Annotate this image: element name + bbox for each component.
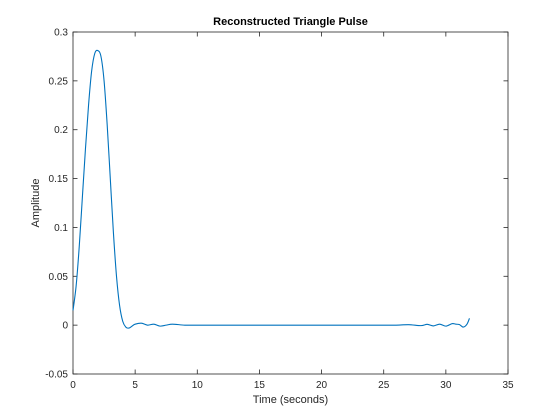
plot-frame <box>72 31 509 375</box>
x-tick-label: 15 <box>254 380 266 391</box>
chart-title: Reconstructed Triangle Pulse <box>213 16 368 28</box>
y-tick-label: 0.25 <box>49 76 69 87</box>
y-tick-label: -0.05 <box>45 370 68 381</box>
x-tick-label: 10 <box>192 380 204 391</box>
series-line <box>72 49 470 329</box>
x-tick-label: 25 <box>378 380 390 391</box>
x-axis-label: Time (seconds) <box>253 394 328 406</box>
y-tick-label: 0.3 <box>54 28 68 39</box>
y-tick-label: 0 <box>62 321 68 332</box>
y-axis-label: Amplitude <box>30 179 42 228</box>
x-tick-label: 0 <box>70 380 76 391</box>
x-tick-label: 20 <box>316 380 328 391</box>
y-tick-label: 0.05 <box>49 272 69 283</box>
y-tick-label: 0.1 <box>54 223 68 234</box>
x-tick-label: 5 <box>132 380 138 391</box>
y-tick-label: 0.15 <box>49 174 69 185</box>
x-tick-label: 35 <box>502 380 514 391</box>
x-tick-label: 30 <box>440 380 452 391</box>
x-axis: 0 5 10 15 20 25 30 35 <box>70 32 514 391</box>
y-tick-label: 0.2 <box>54 125 68 136</box>
y-axis: -0.05 0 0.05 0.1 0.15 0.2 0.25 0.3 <box>45 28 508 381</box>
